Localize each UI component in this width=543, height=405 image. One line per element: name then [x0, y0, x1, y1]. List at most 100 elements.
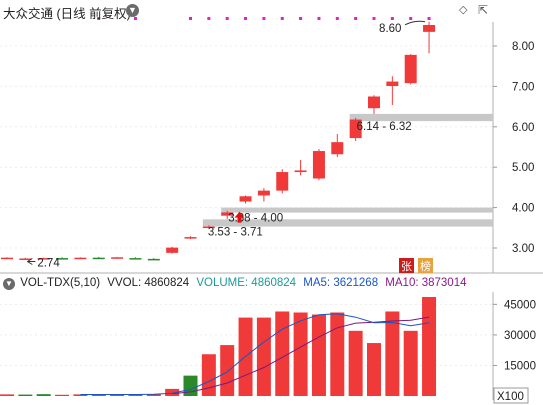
candle-body — [331, 142, 344, 155]
vvol-label: VVOL: 4860824 — [107, 277, 190, 289]
low-price-label: 2.74 — [37, 258, 60, 270]
signal-dot — [280, 17, 284, 20]
volume-label: VOLUME: 4860824 — [196, 277, 297, 289]
zhang-badge-label: 张 — [401, 260, 412, 273]
signal-dot — [244, 17, 248, 20]
volume-bar — [403, 330, 418, 396]
signal-dot — [390, 17, 394, 20]
volume-bar — [91, 394, 106, 396]
volume-scale-box — [493, 387, 529, 404]
candle-body — [276, 172, 289, 191]
candle-body — [56, 258, 69, 260]
gap-band — [221, 207, 493, 213]
volume-tick-label: 45000 — [504, 299, 536, 311]
bang-badge-label: 榜 — [420, 259, 431, 273]
volume-bar — [311, 314, 326, 396]
volume-bar — [348, 330, 363, 396]
signal-dot — [427, 17, 431, 20]
price-tick-label: 3.00 — [512, 243, 534, 255]
price-tick-label: 8.00 — [512, 41, 534, 53]
gap-band — [202, 219, 493, 227]
volume-bar — [220, 345, 235, 396]
volume-bar — [201, 354, 216, 396]
signal-dot — [262, 17, 266, 20]
volume-bar — [422, 297, 437, 396]
signal-dot — [299, 17, 303, 20]
candle-body — [129, 258, 142, 260]
high-price-label: 8.60 — [379, 23, 401, 35]
zhang-badge — [399, 258, 414, 273]
volume-bar — [293, 312, 308, 396]
candle-body — [423, 24, 436, 32]
volume-bar — [110, 394, 125, 396]
candle-body — [386, 81, 399, 86]
candle-body — [37, 258, 50, 260]
volume-bar — [18, 394, 33, 396]
ma10-label: MA10: 3873014 — [385, 277, 467, 289]
candle-body — [404, 54, 417, 84]
candle-body — [184, 237, 197, 239]
price-tick-label: 7.00 — [512, 81, 534, 93]
volume-bar — [256, 317, 271, 396]
signal-dot — [189, 17, 192, 20]
price-tick-label: 4.00 — [512, 203, 534, 215]
ma5-line — [80, 313, 430, 395]
volume-indicator-header: ▼ VOL-TDX(5,10) VVOL: 4860824 VOLUME: 48… — [3, 277, 471, 290]
candle-body — [257, 190, 270, 196]
volume-bar — [385, 311, 400, 396]
candle-body — [1, 257, 13, 260]
volume-bar — [128, 394, 143, 396]
signal-dot — [97, 17, 101, 20]
candle-body — [349, 119, 362, 139]
candle-body — [166, 247, 179, 253]
candle-body — [294, 170, 307, 173]
volume-bar — [275, 311, 290, 396]
gap-band — [349, 113, 493, 122]
candle-body — [239, 196, 252, 202]
volume-bar — [55, 394, 70, 396]
volume-bar — [165, 388, 180, 396]
price-tick-label: 6.00 — [512, 122, 534, 134]
volume-tick-label: 30000 — [504, 330, 536, 342]
signal-dot — [372, 17, 376, 20]
candle-body — [92, 257, 105, 260]
candle-body — [74, 257, 87, 260]
ma5-label: MA5: 3621268 — [303, 277, 379, 289]
candle-body — [147, 258, 160, 261]
bang-badge — [418, 258, 433, 273]
signal-dot — [133, 17, 137, 20]
gap-label: 3.53 - 3.71 — [208, 227, 263, 239]
candle-body — [221, 212, 234, 216]
volume-bar — [330, 312, 345, 396]
signal-dot — [409, 17, 413, 20]
candle-body — [111, 257, 124, 259]
signal-dot — [354, 17, 358, 20]
candle-body — [312, 151, 325, 179]
gap-label: 3.88 - 4.00 — [228, 212, 283, 224]
ma10-line — [172, 316, 430, 395]
price-tick-label: 5.00 — [512, 162, 534, 174]
candle-body — [202, 226, 215, 229]
buy-signal-icon — [234, 211, 245, 223]
volume-bar — [0, 394, 14, 396]
gap-label: 6.14 - 6.32 — [357, 121, 412, 133]
candle-body — [19, 258, 32, 261]
high-arrow — [404, 20, 426, 26]
signal-dot — [207, 17, 211, 20]
signal-dot — [225, 17, 229, 20]
expand-icon[interactable]: ⇱ — [478, 3, 489, 17]
volume-bar — [36, 394, 51, 396]
diamond-icon[interactable]: ◇ — [459, 4, 468, 16]
indicator-menu-icon[interactable]: ▼ — [3, 278, 15, 290]
chart-title: 大众交通 (日线 前复权) — [3, 7, 131, 21]
signal-dot — [335, 17, 339, 20]
indicator-name[interactable]: VOL-TDX(5,10) — [20, 277, 101, 289]
volume-bar — [183, 375, 198, 396]
volume-bar — [73, 394, 88, 396]
volume-bar — [367, 343, 381, 396]
volume-scale-label: X100 — [497, 391, 524, 403]
signal-dot — [317, 17, 321, 20]
volume-tick-label: 15000 — [504, 360, 536, 372]
chevron-down-icon[interactable]: ▼ — [126, 4, 139, 17]
